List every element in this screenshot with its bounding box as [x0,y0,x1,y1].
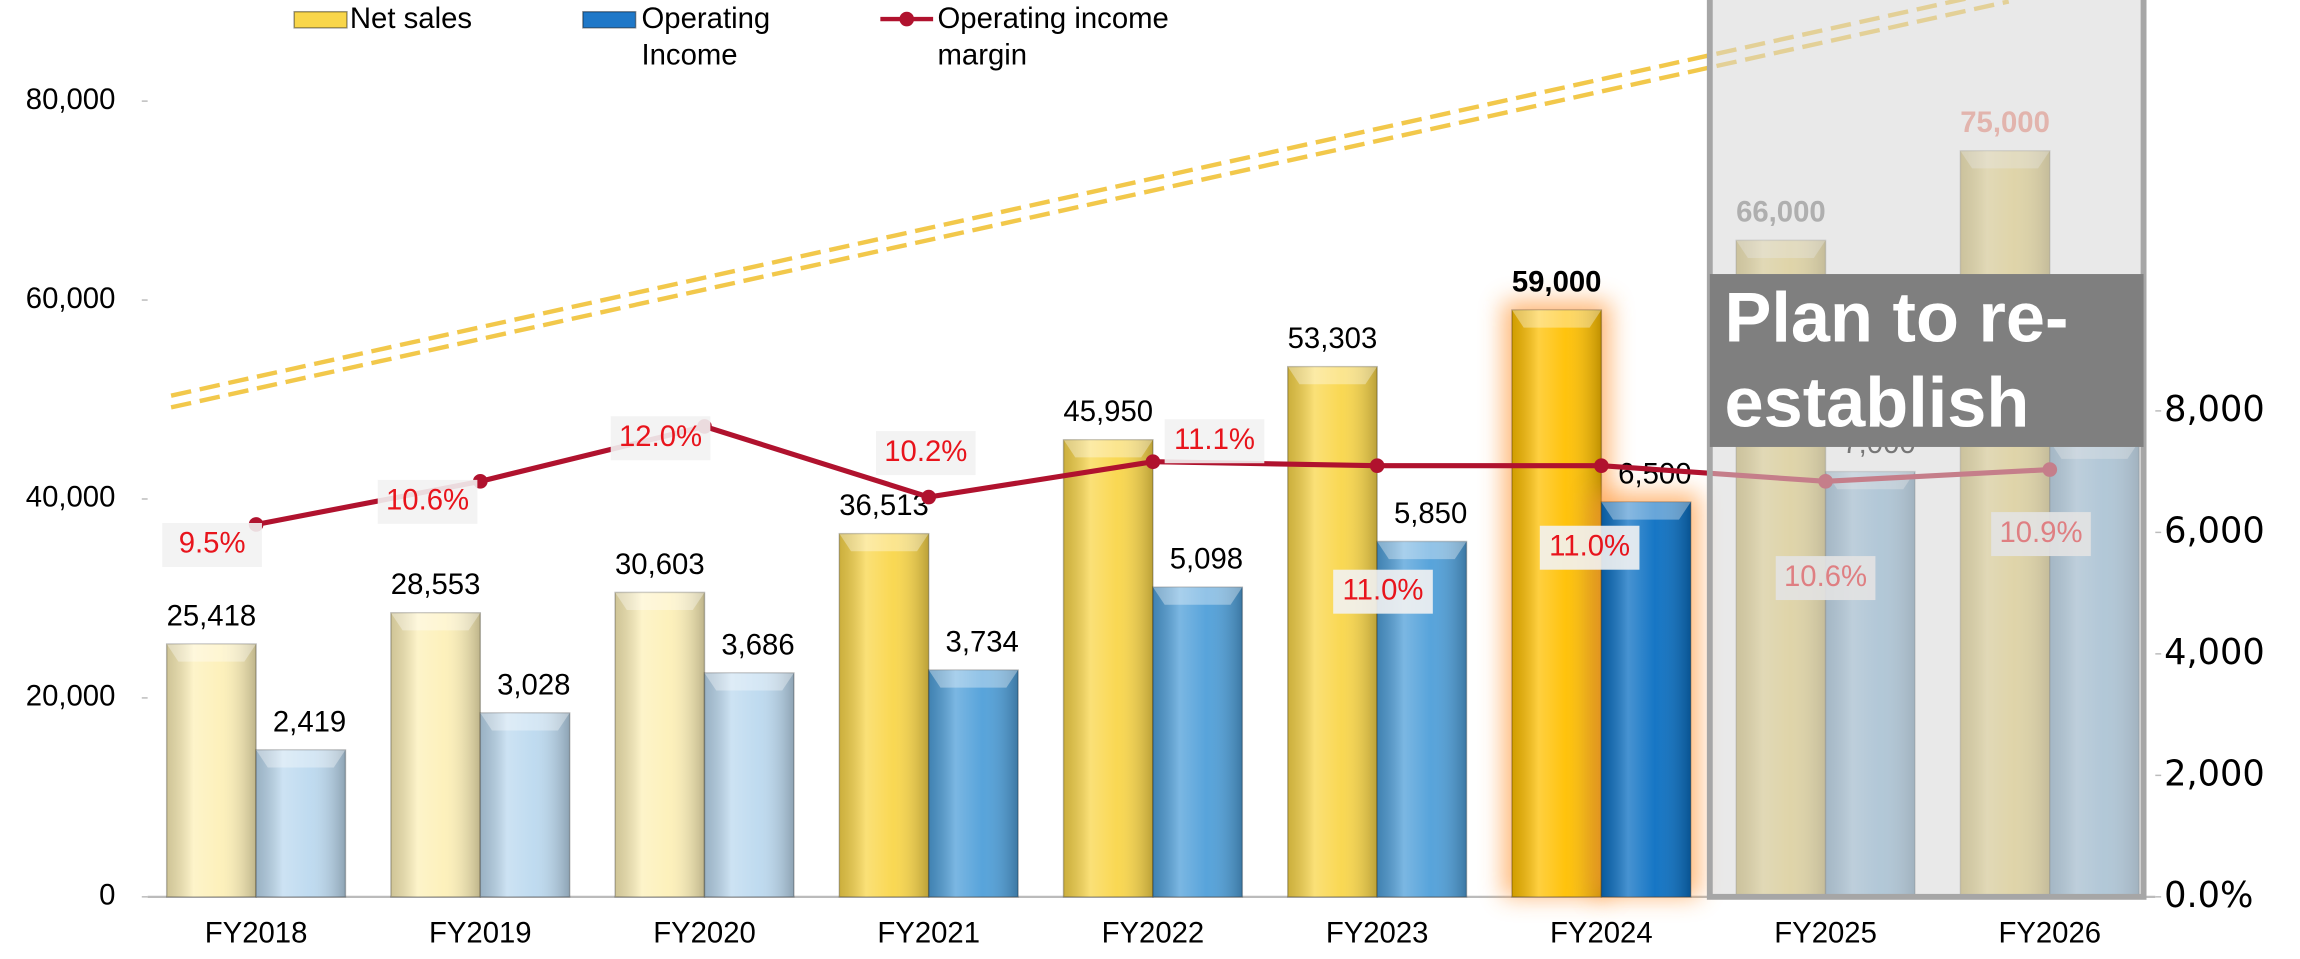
bar-shading [1153,587,1242,897]
bar-bevel [839,534,928,552]
data-label: 11.0% [1343,573,1424,606]
y-tick-label: 60,000 [26,282,116,315]
legend-holder: Operating income margin [938,1,1172,77]
data-label: 12.0% [619,420,702,453]
y2-tick-label: 8,000 [2164,389,2265,430]
y-tick-label: 80,000 [26,83,116,116]
y2-tick-label: 2,000 [2164,753,2265,794]
x-tick-label: FY2024 [1550,917,1653,950]
data-label: 5,098 [1170,543,1243,576]
data-label: 6,500 [1618,457,1691,490]
y-tick-label: 0 [99,879,115,912]
bar-bevel [1064,440,1153,458]
bar-bevel [391,613,480,631]
bar-bevel [705,673,794,691]
bar-bevel [615,592,704,610]
bar-bevel [1377,542,1466,560]
line-point [1594,458,1609,473]
data-label: 45,950 [1063,395,1153,428]
bar-bevel [1288,367,1377,385]
bar-bevel [256,750,345,768]
bar-bevel [480,713,569,731]
y2-tick-label: 4,000 [2164,632,2265,673]
legend-label: Operating Income [641,1,802,74]
data-label: 2,419 [273,705,346,738]
bar-shading [1288,367,1377,897]
y-tick-label: 40,000 [26,481,116,514]
bar-shading [391,613,480,897]
bar-bevel [929,670,1018,688]
y2-tick-label: 6,000 [2164,510,2265,551]
x-tick-label: FY2026 [1998,917,2101,950]
data-label: 53,303 [1288,322,1378,355]
x-tick-label: FY2021 [877,917,980,950]
bar-bevel [1601,502,1690,520]
line-point [921,490,936,505]
bar-shading [1064,440,1153,897]
annotation: Plan to re-establish [1710,274,2164,450]
data-label: 10.2% [884,435,967,468]
data-label: 10.6% [386,484,469,517]
data-label: 5,850 [1394,497,1467,530]
annotation-holder: Plan to re-establish [1710,274,2164,450]
legend-label: Operating income margin [938,1,1172,74]
bar-shading [480,713,569,897]
data-label: 9.5% [179,527,246,560]
x-tick-label: FY2023 [1326,917,1429,950]
bar-shading [615,592,704,896]
x-tick-label: FY2020 [653,917,756,950]
x-tick-label: FY2022 [1102,917,1205,950]
line-point [1370,458,1385,473]
bar-bevel [1512,310,1601,328]
data-label: 25,418 [167,599,257,632]
data-label: 11.1% [1174,423,1255,456]
bar-shading [929,670,1018,897]
legend-holder: Operating Income [641,1,802,77]
data-label: 11.0% [1549,529,1630,562]
bar-bevel [167,644,256,662]
bar-shading [1512,310,1601,897]
y-tick-label: 20,000 [26,680,116,713]
data-label: 30,603 [615,548,705,581]
bar-shading [167,644,256,897]
data-label: 3,028 [497,668,570,701]
legend-label: Net sales [350,1,511,38]
legend-swatch [583,12,636,28]
data-label: 59,000 [1512,265,1602,298]
legend-swatch [294,12,347,28]
bar-shading [705,673,794,897]
data-label: 3,686 [721,628,794,661]
bar-bevel [1153,587,1242,605]
y2-tick-label: 0.0% [2164,875,2253,916]
legend-swatch [899,12,914,27]
x-tick-label: FY2025 [1774,917,1877,950]
data-label: 28,553 [391,568,481,601]
bar-shading [256,750,345,897]
x-tick-label: FY2018 [205,917,308,950]
data-label: 3,734 [946,625,1019,658]
line-point [1146,454,1161,469]
legend-holder: Net sales [350,1,511,77]
page: {"chart_data":{"type":"bar", "categories… [0,0,2300,959]
chart: 0 20,000 40,000 60,000 80,000 0.0% 2,000 4,000 6… [0,0,2300,954]
x-tick-label: FY2019 [429,917,532,950]
bar-shading [839,534,928,897]
